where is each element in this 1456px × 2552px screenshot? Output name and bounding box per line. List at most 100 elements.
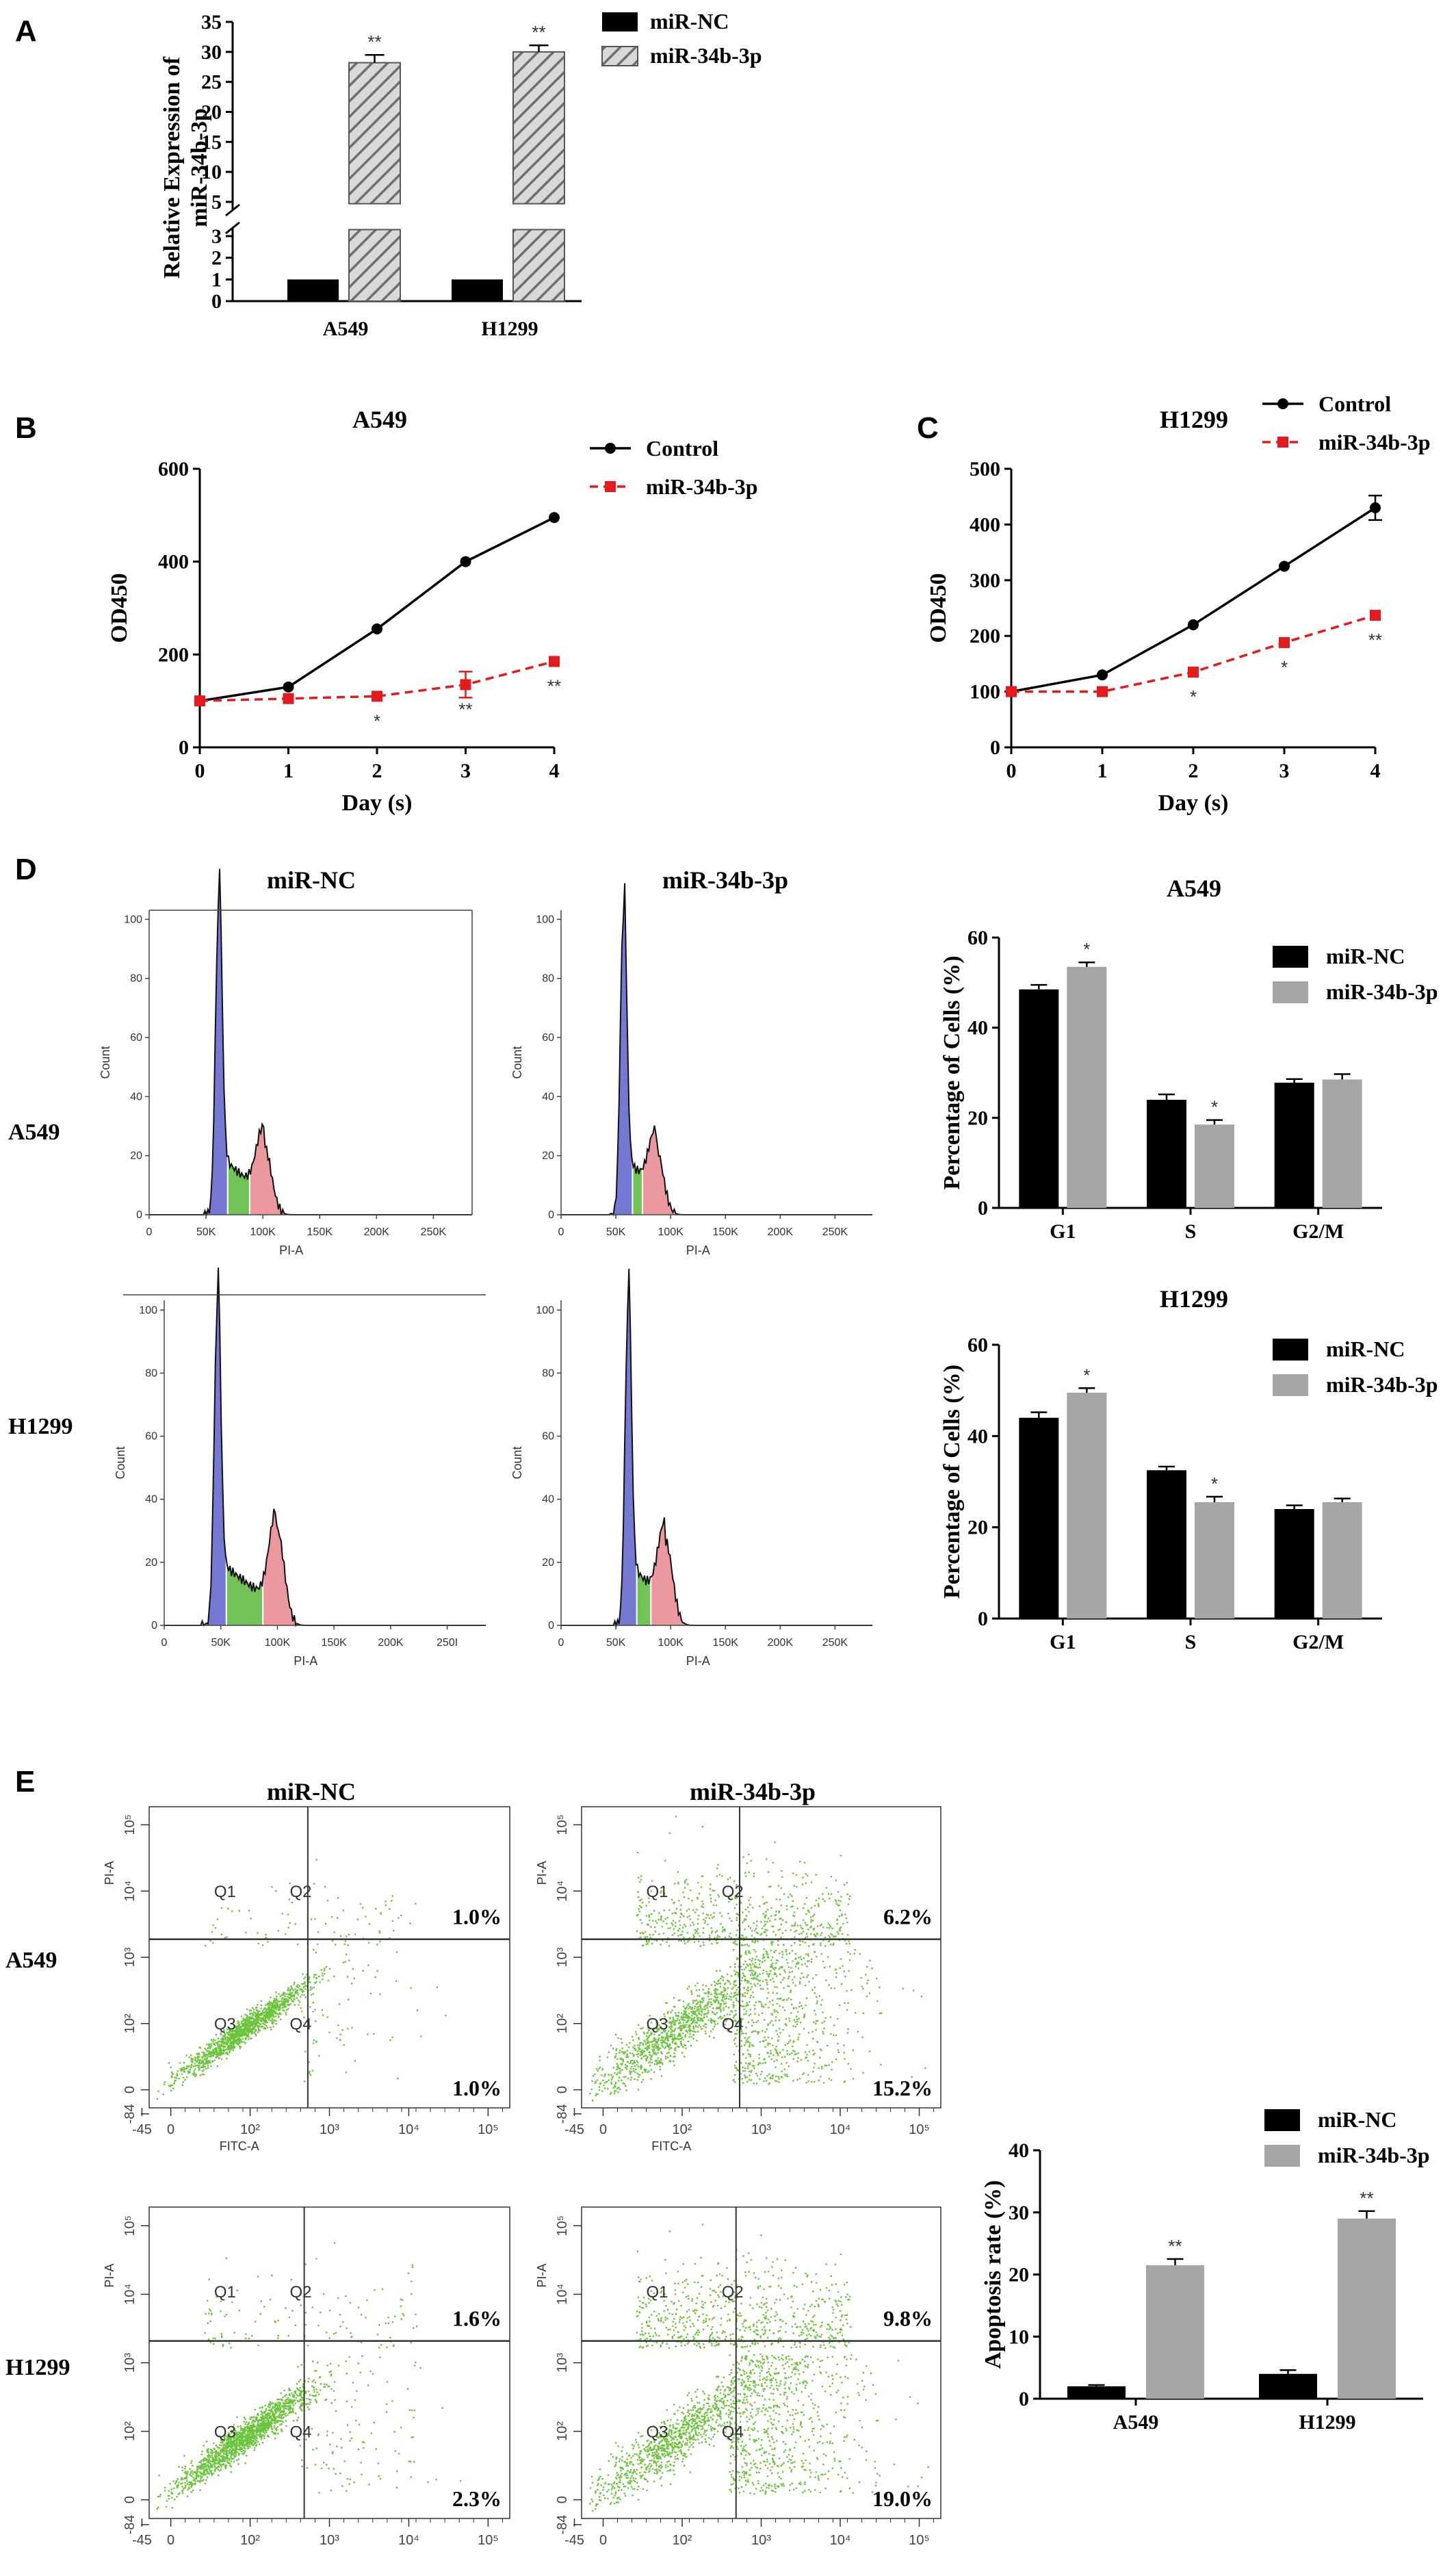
dot-x-tick-label: -45 [132, 2122, 152, 2137]
data-point [1370, 502, 1381, 513]
y-tick-label: 20 [201, 101, 222, 124]
y-tick-label: 35 [201, 11, 222, 34]
dot-y-tick-label: 10² [555, 2013, 570, 2033]
hist-y-tick-label: 80 [542, 1367, 554, 1379]
significance-mark: ** [1360, 2188, 1373, 2208]
x-tick-label: A549 [1113, 2411, 1159, 2434]
significance-mark: ** [1368, 630, 1382, 650]
quadrant-label: Q4 [722, 2015, 744, 2034]
x-tick-label: G2/M [1292, 1220, 1344, 1243]
significance-mark: ** [532, 22, 545, 42]
histogram-plot: 0 20 40 60 80 100 0 50K 100K 150K 200K 250K PI-A Coun… [99, 868, 473, 1257]
significance-mark: * [374, 710, 380, 731]
dot-x-tick-label: 10⁴ [398, 2533, 419, 2548]
dot-x-tick-label: 10⁵ [909, 2122, 930, 2137]
dot-x-tick-label: 10² [673, 2122, 692, 2137]
bar [1195, 1124, 1234, 1208]
hist-x-tick-label: 150K [713, 1226, 739, 1238]
x-tick-label: 0 [1006, 760, 1017, 782]
dot-y-tick-label: 10⁴ [122, 1881, 138, 1902]
x-tick-label: G2/M [1292, 1631, 1344, 1653]
bar-upper [348, 62, 401, 205]
dot-x-tick-label: 10⁴ [830, 2533, 851, 2548]
y-tick-label: 0 [1019, 2388, 1029, 2410]
legend-marker [605, 481, 616, 492]
quadrant-label: Q2 [722, 1883, 744, 1901]
hist-x-tick-label: 250I [437, 1637, 458, 1649]
panel-label-b: B [15, 411, 37, 445]
dot-x-tick-label: -45 [132, 2533, 152, 2548]
bar [1338, 2218, 1396, 2399]
y-axis-label-line1: Relative Expression of [159, 56, 185, 279]
significance-mark: ** [547, 676, 561, 697]
dot-y-tick-label: 10³ [122, 1947, 138, 1967]
chart-title: A549 [352, 406, 407, 433]
y-tick-label: 100 [970, 681, 1000, 704]
legend-label: miR-NC [1326, 1337, 1405, 1361]
hist-y-tick-label: 0 [136, 1209, 142, 1221]
y-tick-label: 15 [201, 131, 222, 153]
x-axis-label: Day (s) [342, 790, 413, 816]
e-row-label-a549: A549 [5, 1948, 57, 1973]
y-axis-label: OD450 [926, 573, 951, 643]
dot-y-tick-label: 10⁵ [122, 1814, 138, 1835]
x-tick-label: A549 [323, 318, 369, 340]
y-tick-label: 400 [158, 551, 189, 573]
y-tick-label: 10 [201, 161, 222, 183]
y-tick-label: 60 [967, 1334, 988, 1356]
dot-y-tick-label: 10² [122, 2013, 138, 2033]
histogram-outline [561, 1268, 872, 1628]
legend-label: miR-34b-3p [1318, 2143, 1430, 2167]
x-tick-label: S [1185, 1631, 1197, 1653]
legend-label: miR-NC [650, 9, 729, 34]
quadrant-label: Q2 [722, 2283, 744, 2302]
bar [452, 279, 503, 301]
x-tick-label: 1 [283, 760, 294, 782]
x-tick-label: 4 [1370, 760, 1381, 782]
dot-x-tick-label: 0 [167, 2533, 174, 2548]
quadrant-label: Q2 [290, 1883, 312, 1901]
y-tick-label: 0 [211, 290, 222, 313]
dot-y-tick-label: 10³ [122, 2353, 138, 2373]
hist-y-tick-label: 60 [542, 1431, 554, 1443]
dot-y-tick-label: 0 [555, 2496, 570, 2503]
dot-x-tick-label: 10⁵ [478, 2533, 499, 2548]
series-line [199, 516, 555, 702]
hist-x-tick-label: 100K [658, 1637, 684, 1649]
y-tick-label: 0 [978, 1197, 988, 1220]
hist-x-tick-label: 50K [211, 1637, 231, 1649]
dot-x-tick-label: 10³ [751, 2533, 771, 2548]
quadrant-label: Q1 [647, 2283, 668, 2302]
x-tick-label: 3 [1279, 760, 1290, 782]
data-point [1370, 610, 1381, 621]
x-tick-label: 2 [1188, 760, 1199, 782]
legend-label: Control [1318, 391, 1391, 416]
x-tick-label: G1 [1050, 1631, 1076, 1653]
d-row-label-h1299: H1299 [8, 1414, 73, 1439]
x-tick-label: G1 [1050, 1220, 1076, 1243]
hist-y-tick-label: 20 [542, 1557, 554, 1569]
dot-y-axis-label: PI-A [535, 1861, 549, 1885]
lower-right-percent: 2.3% [452, 2486, 502, 2511]
data-point [1279, 560, 1290, 572]
series-line [199, 660, 555, 702]
y-tick-label: 200 [970, 625, 1000, 647]
dot-y-tick-label: 10⁴ [122, 2284, 138, 2305]
upper-right-percent: 6.2% [883, 1905, 933, 1929]
legend-marker [1277, 398, 1288, 409]
hist-y-tick-label: 40 [130, 1091, 142, 1103]
y-tick-label: 30 [201, 41, 222, 64]
hist-y-tick-label: 20 [145, 1557, 157, 1569]
y-tick-label: 500 [970, 458, 1000, 480]
significance-mark: ** [1168, 2236, 1182, 2256]
legend-swatch [1273, 1339, 1308, 1361]
data-point [1188, 667, 1199, 678]
quadrant-label: Q1 [214, 1883, 236, 1901]
legend-label: miR-34b-3p [1326, 979, 1438, 1004]
x-tick-label: H1299 [1299, 2411, 1355, 2434]
legend-swatch [1264, 2109, 1300, 2131]
dot-x-tick-label: 10⁵ [909, 2533, 930, 2548]
dot-plot: Q1 Q2 Q3 Q4 1.0% 1.0% -45 0 10² 10³ 10⁴ 10⁵ -84 0 10² 1… [103, 1806, 510, 2153]
